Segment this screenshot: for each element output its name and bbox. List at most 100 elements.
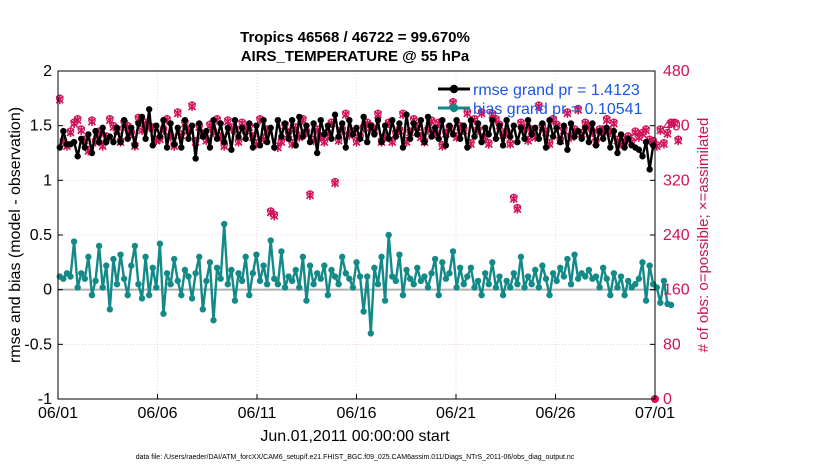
rmse-point	[213, 135, 221, 142]
bias-point	[435, 291, 442, 299]
rmse-point	[131, 142, 139, 149]
bias-point	[271, 275, 278, 282]
obs-assimilated-marker	[609, 119, 618, 129]
rmse-point	[210, 117, 217, 124]
rmse-point	[385, 135, 392, 142]
bias-point	[528, 281, 535, 288]
bias-point	[439, 259, 446, 266]
bias-point	[253, 251, 260, 258]
obs-assimilated-marker	[173, 108, 182, 118]
x-axis-label: Jun.01,2011 00:00:00 start	[260, 428, 450, 445]
rmse-point	[153, 122, 160, 129]
bias-point	[349, 284, 357, 291]
rmse-point	[514, 138, 521, 146]
bias-point	[110, 255, 117, 263]
bias-point	[446, 270, 453, 277]
rmse-point	[460, 122, 467, 129]
rmse-point	[331, 111, 339, 118]
bias-point	[428, 270, 435, 277]
rmse-point	[474, 120, 482, 127]
bias-point	[464, 273, 471, 280]
rmse-point	[392, 133, 400, 140]
bias-point	[624, 277, 632, 285]
bias-point	[278, 248, 285, 255]
bias-point	[160, 310, 167, 317]
bias-point	[431, 255, 439, 263]
rmse-point	[360, 113, 367, 121]
y-tick-label-right: 240	[663, 227, 690, 244]
rmse-point	[424, 113, 432, 121]
bias-point	[392, 277, 400, 285]
bias-point	[510, 270, 517, 277]
obs-assimilated-marker	[66, 128, 75, 137]
rmse-point	[449, 131, 457, 138]
y-tick-label-left: 1.5	[30, 118, 52, 135]
bias-point	[113, 281, 121, 288]
y-tick-label-left: 2	[43, 63, 52, 80]
rmse-point	[346, 117, 353, 124]
bias-point	[296, 284, 303, 291]
bias-point	[442, 275, 450, 282]
bias-point	[610, 270, 618, 277]
rmse-point	[324, 122, 332, 129]
obs-assimilated-marker	[670, 119, 679, 129]
obs-assimilated-marker	[484, 139, 493, 149]
bias-point	[378, 253, 385, 261]
rmse-point	[596, 127, 603, 135]
bias-point	[414, 264, 421, 271]
bias-point	[421, 273, 428, 280]
bias-point	[156, 240, 164, 247]
rmse-point	[435, 135, 442, 142]
bias-point	[467, 264, 475, 271]
y-tick-label-right: 0	[663, 391, 672, 408]
bias-point	[549, 270, 557, 277]
bias-point	[88, 291, 96, 299]
obs-assimilated-marker	[270, 211, 279, 221]
y-tick-label-right: 160	[663, 282, 690, 299]
rmse-point	[306, 138, 314, 146]
obs-assimilated-marker	[506, 139, 515, 149]
bias-point	[406, 275, 414, 282]
rmse-point	[339, 120, 346, 127]
bias-point	[367, 330, 374, 337]
bias-point	[260, 262, 267, 269]
bias-point	[285, 273, 292, 280]
obs-assimilated-marker	[73, 115, 82, 125]
rmse-point	[410, 120, 417, 127]
bias-point	[571, 251, 578, 258]
rmse-point	[253, 122, 260, 129]
bias-point	[163, 270, 171, 277]
x-tick-label: 06/06	[137, 405, 177, 422]
bias-point	[192, 270, 199, 277]
bias-point	[499, 291, 507, 299]
rmse-point	[492, 135, 500, 142]
bias-point	[210, 317, 217, 324]
rmse-point	[156, 133, 164, 140]
bias-point	[474, 277, 482, 285]
rmse-point	[467, 117, 475, 124]
obs-assimilated-marker	[320, 137, 329, 147]
bias-point	[181, 266, 189, 274]
bias-point	[621, 291, 628, 299]
bias-point	[267, 237, 274, 244]
bias-point	[120, 275, 128, 282]
bias-point	[256, 277, 264, 285]
rmse-point	[507, 133, 514, 140]
x-tick-label: 06/16	[336, 405, 376, 422]
rmse-point	[149, 142, 156, 149]
bias-point	[424, 284, 432, 291]
rmse-point	[557, 138, 564, 146]
bias-point	[567, 281, 575, 288]
legend: rmse grand pr = 1.4123 bias grand pr = 0…	[438, 82, 643, 118]
obs-assimilated-marker	[656, 125, 665, 135]
rmse-point	[642, 138, 650, 146]
chart-title-line-1: Tropics 46568 / 46722 = 99.670%	[240, 29, 470, 46]
rmse-point	[585, 138, 593, 146]
obs-assimilated-marker	[602, 115, 611, 125]
bias-point	[81, 275, 89, 282]
rmse-point	[371, 131, 378, 138]
bias-point	[246, 291, 253, 299]
bias-point	[135, 281, 142, 288]
bias-point	[128, 262, 135, 269]
